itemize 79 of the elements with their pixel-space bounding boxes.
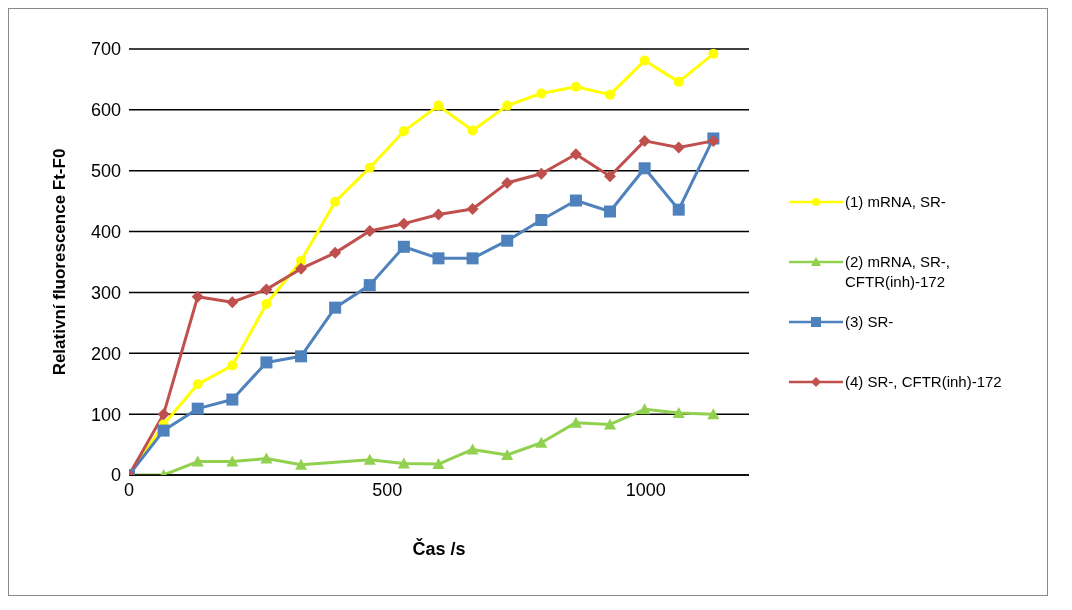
point — [157, 408, 170, 421]
point — [467, 125, 478, 136]
point — [397, 457, 410, 469]
point — [260, 452, 273, 464]
legend-label: (3) SR- — [845, 312, 895, 332]
point — [639, 55, 650, 66]
point — [329, 301, 342, 314]
point — [330, 196, 341, 207]
y-tick-label: 0 — [110, 465, 121, 486]
point — [466, 443, 479, 455]
point — [295, 350, 308, 363]
point — [604, 170, 617, 183]
point — [502, 100, 513, 111]
point — [363, 279, 376, 292]
x-tick-label: 1000 — [625, 479, 666, 500]
legend-label: (4) SR-, CFTR(inh)-172 — [845, 372, 1003, 392]
point — [672, 141, 685, 154]
point — [570, 81, 581, 92]
point — [638, 403, 651, 415]
point — [433, 100, 444, 111]
y-tick-label: 700 — [90, 39, 121, 60]
point — [398, 126, 409, 137]
point — [260, 283, 273, 296]
point — [192, 379, 203, 390]
point — [535, 436, 548, 448]
point — [329, 246, 342, 259]
point — [638, 134, 651, 147]
y-tick-label: 300 — [90, 282, 121, 303]
point — [466, 252, 479, 265]
point — [604, 418, 617, 430]
point — [397, 217, 410, 230]
point — [191, 290, 204, 303]
point — [501, 176, 514, 189]
point — [708, 49, 719, 59]
point — [191, 455, 204, 467]
point — [536, 88, 547, 99]
y-tick-label: 500 — [90, 161, 121, 182]
point — [295, 458, 308, 470]
point — [432, 458, 445, 470]
point — [295, 262, 308, 275]
point — [501, 234, 514, 247]
y-tick-label: 400 — [90, 221, 121, 242]
y-tick-label: 200 — [90, 343, 121, 364]
point — [432, 208, 445, 221]
point — [535, 214, 548, 227]
point — [535, 167, 548, 180]
point — [261, 298, 272, 309]
legend-label: (2) mRNA, SR-, CFTR(inh)-172 — [845, 252, 951, 292]
point — [226, 393, 239, 406]
point — [604, 205, 617, 218]
x-axis-title: Čas /s — [412, 538, 466, 559]
x-tick-label: 0 — [123, 479, 135, 500]
point — [707, 408, 720, 420]
point — [363, 453, 376, 465]
point — [226, 296, 239, 309]
point — [569, 148, 582, 161]
point — [432, 252, 445, 265]
point — [673, 76, 684, 87]
point — [638, 162, 651, 175]
point — [157, 424, 170, 437]
point — [397, 240, 410, 253]
point — [227, 360, 238, 371]
point — [672, 203, 685, 216]
point — [605, 89, 616, 100]
point — [363, 224, 376, 237]
point — [191, 402, 204, 415]
y-tick-label: 100 — [90, 404, 121, 425]
y-axis-title: Relativní fluorescence Ft-F0 — [50, 148, 70, 376]
point — [569, 416, 582, 428]
point — [466, 203, 479, 216]
point — [364, 162, 375, 173]
legend-label: (1) mRNA, SR- — [845, 192, 947, 212]
point — [226, 455, 239, 467]
point — [501, 448, 514, 460]
point — [260, 356, 273, 369]
x-tick-label: 500 — [372, 479, 403, 500]
point — [672, 406, 685, 418]
y-tick-label: 600 — [90, 100, 121, 121]
point — [569, 194, 582, 207]
